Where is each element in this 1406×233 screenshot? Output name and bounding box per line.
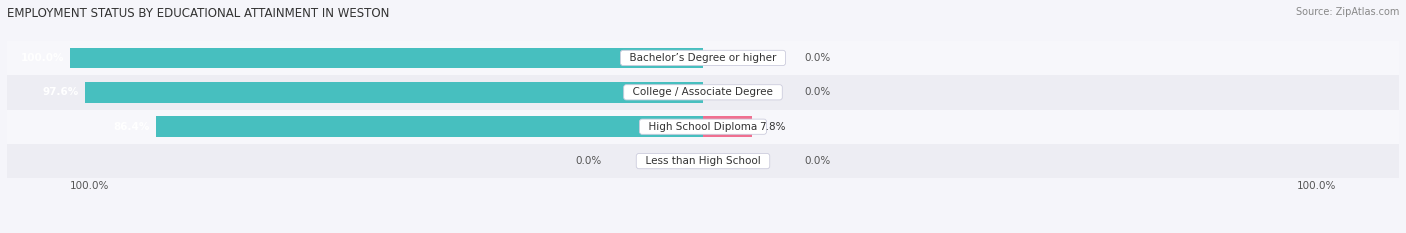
Text: 7.8%: 7.8% (759, 122, 785, 132)
Text: 0.0%: 0.0% (804, 156, 831, 166)
Bar (0, 110, 1406, 144)
Text: 100.0%: 100.0% (21, 53, 65, 63)
Bar (0, 41, 1406, 75)
Text: 0.0%: 0.0% (804, 53, 831, 63)
Bar (0, 144, 1406, 178)
Text: High School Diploma: High School Diploma (643, 122, 763, 132)
Text: Less than High School: Less than High School (638, 156, 768, 166)
Bar (156, 116, 703, 137)
Text: 100.0%: 100.0% (70, 181, 110, 191)
Text: 0.0%: 0.0% (575, 156, 602, 166)
Bar (703, 116, 752, 137)
Text: 86.4%: 86.4% (114, 122, 150, 132)
Bar (0, 75, 1406, 110)
Text: Source: ZipAtlas.com: Source: ZipAtlas.com (1295, 7, 1399, 17)
Text: 0.0%: 0.0% (804, 87, 831, 97)
Bar (86, 82, 703, 103)
Text: 100.0%: 100.0% (1296, 181, 1336, 191)
Bar (70, 48, 703, 68)
Text: Bachelor’s Degree or higher: Bachelor’s Degree or higher (623, 53, 783, 63)
Text: College / Associate Degree: College / Associate Degree (626, 87, 780, 97)
Text: EMPLOYMENT STATUS BY EDUCATIONAL ATTAINMENT IN WESTON: EMPLOYMENT STATUS BY EDUCATIONAL ATTAINM… (7, 7, 389, 20)
Text: 97.6%: 97.6% (44, 87, 79, 97)
